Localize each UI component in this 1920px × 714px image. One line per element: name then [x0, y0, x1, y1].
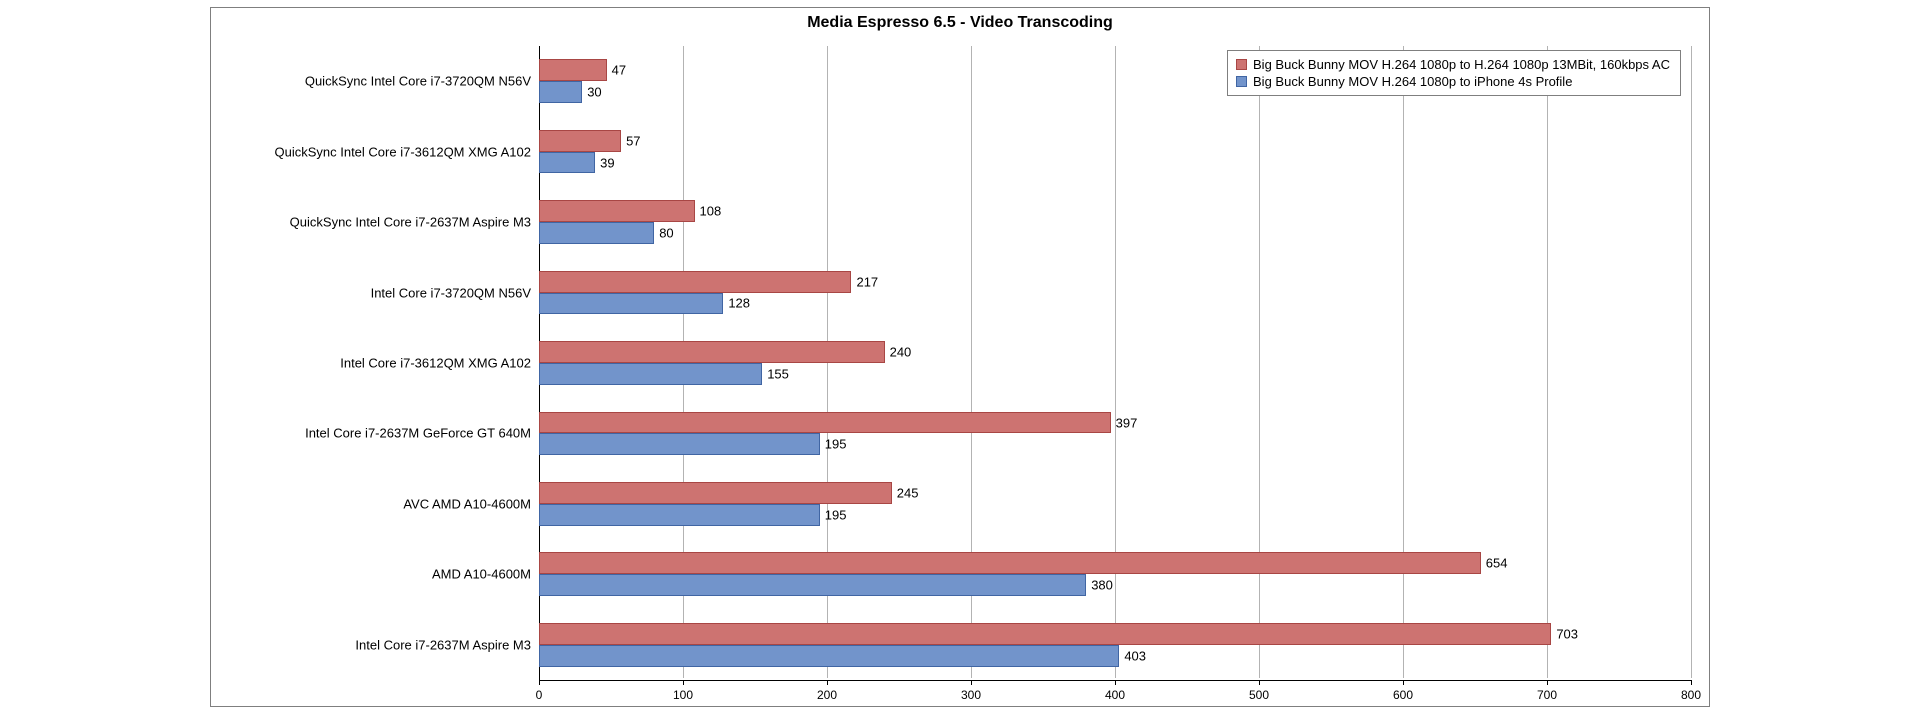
- x-tick-label: 800: [1681, 688, 1701, 702]
- category-label: QuickSync Intel Core i7-2637M Aspire M3: [290, 215, 539, 230]
- legend-swatch: [1236, 76, 1247, 87]
- legend-swatch: [1236, 59, 1247, 70]
- bar-value-label: 245: [891, 485, 919, 500]
- bar-value-label: 155: [761, 366, 789, 381]
- bar-value-label: 39: [594, 155, 614, 170]
- legend: Big Buck Bunny MOV H.264 1080p to H.264 …: [1227, 50, 1681, 96]
- bar: 108: [539, 200, 695, 222]
- bar: 195: [539, 504, 820, 526]
- x-tick-label: 0: [536, 688, 543, 702]
- bar: 654: [539, 552, 1481, 574]
- bar-value-label: 403: [1118, 648, 1146, 663]
- legend-item: Big Buck Bunny MOV H.264 1080p to iPhone…: [1236, 74, 1670, 89]
- bar: 397: [539, 412, 1111, 434]
- x-tick: [1691, 680, 1692, 685]
- x-tick-label: 600: [1393, 688, 1413, 702]
- legend-label: Big Buck Bunny MOV H.264 1080p to iPhone…: [1253, 74, 1572, 89]
- bar: 195: [539, 433, 820, 455]
- x-tick-label: 100: [673, 688, 693, 702]
- bar-value-label: 128: [722, 296, 750, 311]
- bar: 403: [539, 645, 1119, 667]
- category-label: AVC AMD A10-4600M: [403, 496, 539, 511]
- category-label: QuickSync Intel Core i7-3720QM N56V: [305, 74, 539, 89]
- bar-value-label: 217: [850, 274, 878, 289]
- bar-value-label: 240: [884, 345, 912, 360]
- bar-value-label: 195: [819, 507, 847, 522]
- plot-area: 0100200300400500600700800QuickSync Intel…: [539, 46, 1689, 678]
- category-label: QuickSync Intel Core i7-3612QM XMG A102: [274, 144, 539, 159]
- grid-line: [1403, 46, 1404, 678]
- x-tick-label: 500: [1249, 688, 1269, 702]
- x-tick-label: 300: [961, 688, 981, 702]
- bar-value-label: 703: [1550, 626, 1578, 641]
- bar: 217: [539, 271, 851, 293]
- bar: 30: [539, 81, 582, 103]
- grid-line: [1547, 46, 1548, 678]
- bar: 47: [539, 59, 607, 81]
- bar: 155: [539, 363, 762, 385]
- bar: 80: [539, 222, 654, 244]
- category-label: AMD A10-4600M: [432, 567, 539, 582]
- bar: 245: [539, 482, 892, 504]
- category-label: Intel Core i7-3612QM XMG A102: [340, 356, 539, 371]
- bar: 57: [539, 130, 621, 152]
- grid-line: [1115, 46, 1116, 678]
- legend-item: Big Buck Bunny MOV H.264 1080p to H.264 …: [1236, 57, 1670, 72]
- bar: 240: [539, 341, 885, 363]
- bar: 39: [539, 152, 595, 174]
- bar-value-label: 380: [1085, 578, 1113, 593]
- bar-value-label: 654: [1480, 556, 1508, 571]
- category-label: Intel Core i7-2637M Aspire M3: [355, 637, 539, 652]
- bar: 128: [539, 293, 723, 315]
- x-tick-label: 400: [1105, 688, 1125, 702]
- x-tick-label: 200: [817, 688, 837, 702]
- bar-value-label: 57: [620, 133, 640, 148]
- bar: 703: [539, 623, 1551, 645]
- category-label: Intel Core i7-3720QM N56V: [371, 285, 539, 300]
- legend-label: Big Buck Bunny MOV H.264 1080p to H.264 …: [1253, 57, 1670, 72]
- grid-line: [1691, 46, 1692, 678]
- bar-value-label: 195: [819, 437, 847, 452]
- x-axis-line: [539, 680, 1691, 681]
- bar-value-label: 30: [581, 85, 601, 100]
- category-label: Intel Core i7-2637M GeForce GT 640M: [305, 426, 539, 441]
- x-tick-label: 700: [1537, 688, 1557, 702]
- bar-value-label: 47: [606, 63, 626, 78]
- bar: 380: [539, 574, 1086, 596]
- chart-title: Media Espresso 6.5 - Video Transcoding: [211, 14, 1709, 32]
- chart-frame: Media Espresso 6.5 - Video Transcoding 0…: [210, 7, 1710, 707]
- grid-line: [1259, 46, 1260, 678]
- bar-value-label: 397: [1110, 415, 1138, 430]
- bar-value-label: 108: [694, 204, 722, 219]
- bar-value-label: 80: [653, 226, 673, 241]
